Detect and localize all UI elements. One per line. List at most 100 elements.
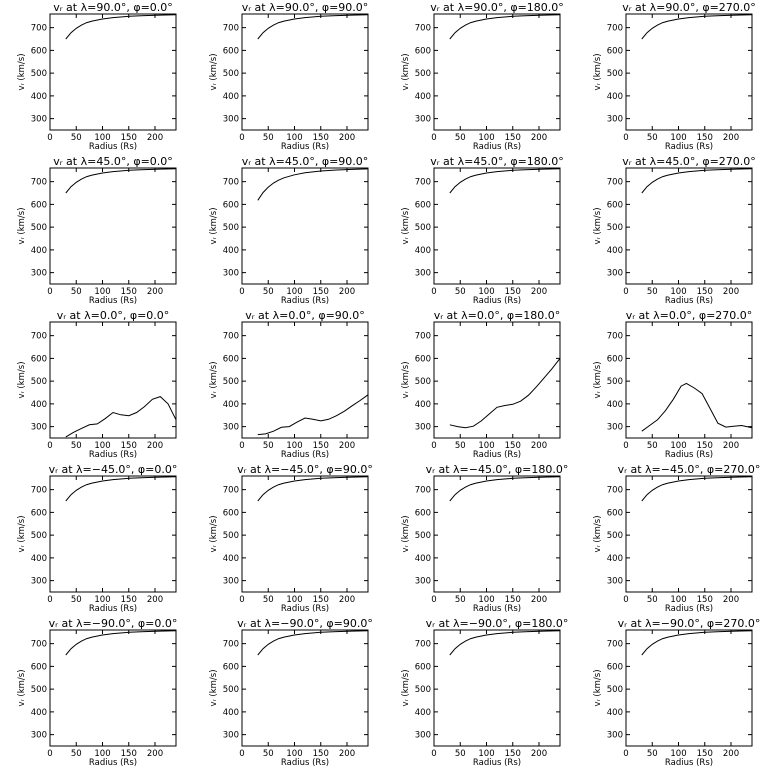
x-tick-label: 150 [505,133,521,143]
chart-panel: vᵣ at λ=0.0°, φ=270.0° 0 50 100 150 200 300 400… [593,309,753,460]
y-tick-label: 300 [223,269,239,279]
y-tick-label: 600 [607,46,623,56]
chart-title: vᵣ at λ=90.0°, φ=270.0° [622,1,756,14]
x-tick-label: 150 [505,595,521,605]
y-tick-label: 500 [31,223,47,233]
y-tick-label: 300 [415,269,431,279]
y-tick-label: 700 [607,640,623,650]
y-axis-label: vᵣ (km/s) [593,53,603,90]
x-tick-label: 0 [239,595,244,605]
y-tick-label: 700 [415,640,431,650]
x-axis-label: Radius (Rs) [473,450,521,460]
chart-title: vᵣ at λ=−45.0°, φ=270.0° [618,463,761,476]
y-tick-label: 400 [415,246,431,256]
series-line [449,476,561,502]
y-tick-label: 700 [415,178,431,188]
y-tick-label: 300 [31,423,47,433]
y-tick-label: 400 [223,400,239,410]
series-line [641,168,753,194]
x-tick-label: 0 [623,133,628,143]
y-tick-label: 400 [415,708,431,718]
chart-title: vᵣ at λ=90.0°, φ=90.0° [242,1,369,14]
y-axis-label: vᵣ (km/s) [593,361,603,398]
y-tick-label: 600 [31,508,47,518]
y-axis-label: vᵣ (km/s) [209,53,219,90]
y-axis-label: vᵣ (km/s) [209,361,219,398]
chart-title: vᵣ at λ=45.0°, φ=270.0° [622,155,756,168]
y-tick-label: 500 [223,685,239,695]
y-tick-label: 600 [415,46,431,56]
series-line [257,394,369,436]
y-tick-label: 600 [223,662,239,672]
y-tick-label: 400 [31,708,47,718]
x-tick-label: 100 [478,441,494,451]
plot-frame [49,13,177,131]
chart-title: vᵣ at λ=45.0°, φ=180.0° [430,155,564,168]
x-tick-label: 50 [647,595,658,605]
x-tick-label: 150 [697,133,713,143]
y-tick-label: 500 [223,531,239,541]
plot-frame [49,167,177,285]
y-tick-label: 300 [607,269,623,279]
y-axis-label: vᵣ (km/s) [401,515,411,552]
chart-title: vᵣ at λ=45.0°, φ=90.0° [242,155,369,168]
plot-frame [241,13,369,131]
y-tick-label: 700 [415,24,431,34]
y-tick-label: 500 [415,531,431,541]
x-tick-label: 150 [313,287,329,297]
plot-frame [433,321,561,439]
plot-frame [49,321,177,439]
x-tick-label: 0 [431,133,436,143]
y-tick-label: 300 [31,115,47,125]
x-axis-label: Radius (Rs) [473,604,521,614]
x-tick-label: 200 [723,749,739,759]
y-tick-label: 500 [415,685,431,695]
y-tick-label: 500 [31,685,47,695]
y-tick-label: 600 [607,662,623,672]
x-tick-label: 150 [505,287,521,297]
series-line [449,630,561,656]
y-tick-label: 600 [415,354,431,364]
x-tick-label: 50 [647,133,658,143]
chart-panel: vᵣ at λ=−90.0°, φ=90.0° 0 50 100 150 200 300 40… [209,617,373,768]
y-tick-label: 500 [607,69,623,79]
y-tick-label: 600 [223,200,239,210]
x-tick-label: 200 [531,749,547,759]
y-tick-label: 500 [415,69,431,79]
x-axis-label: Radius (Rs) [665,758,713,768]
x-tick-label: 50 [263,441,274,451]
y-tick-label: 500 [31,377,47,387]
y-tick-label: 400 [223,246,239,256]
x-tick-label: 150 [121,749,137,759]
x-axis-label: Radius (Rs) [665,450,713,460]
series-line [641,630,753,656]
x-tick-label: 150 [505,749,521,759]
y-axis-label: vᵣ (km/s) [209,207,219,244]
y-tick-label: 300 [607,731,623,741]
x-tick-label: 150 [121,287,137,297]
x-tick-label: 200 [339,595,355,605]
y-tick-label: 700 [223,178,239,188]
y-tick-label: 400 [415,400,431,410]
y-tick-label: 300 [415,577,431,587]
series-line [449,168,561,194]
y-tick-label: 500 [607,223,623,233]
x-tick-label: 0 [47,287,52,297]
x-axis-label: Radius (Rs) [89,604,137,614]
x-tick-label: 0 [239,441,244,451]
series-line [449,14,561,40]
y-tick-label: 400 [31,92,47,102]
y-tick-label: 700 [607,332,623,342]
chart-title: vᵣ at λ=90.0°, φ=180.0° [430,1,564,14]
x-axis-label: Radius (Rs) [665,604,713,614]
y-axis-label: vᵣ (km/s) [401,361,411,398]
x-tick-label: 100 [94,287,110,297]
y-axis-label: vᵣ (km/s) [17,53,27,90]
x-axis-label: Radius (Rs) [89,450,137,460]
x-tick-label: 50 [647,441,658,451]
y-tick-label: 500 [31,531,47,541]
x-tick-label: 50 [455,133,466,143]
x-tick-label: 50 [263,749,274,759]
y-tick-label: 600 [415,662,431,672]
